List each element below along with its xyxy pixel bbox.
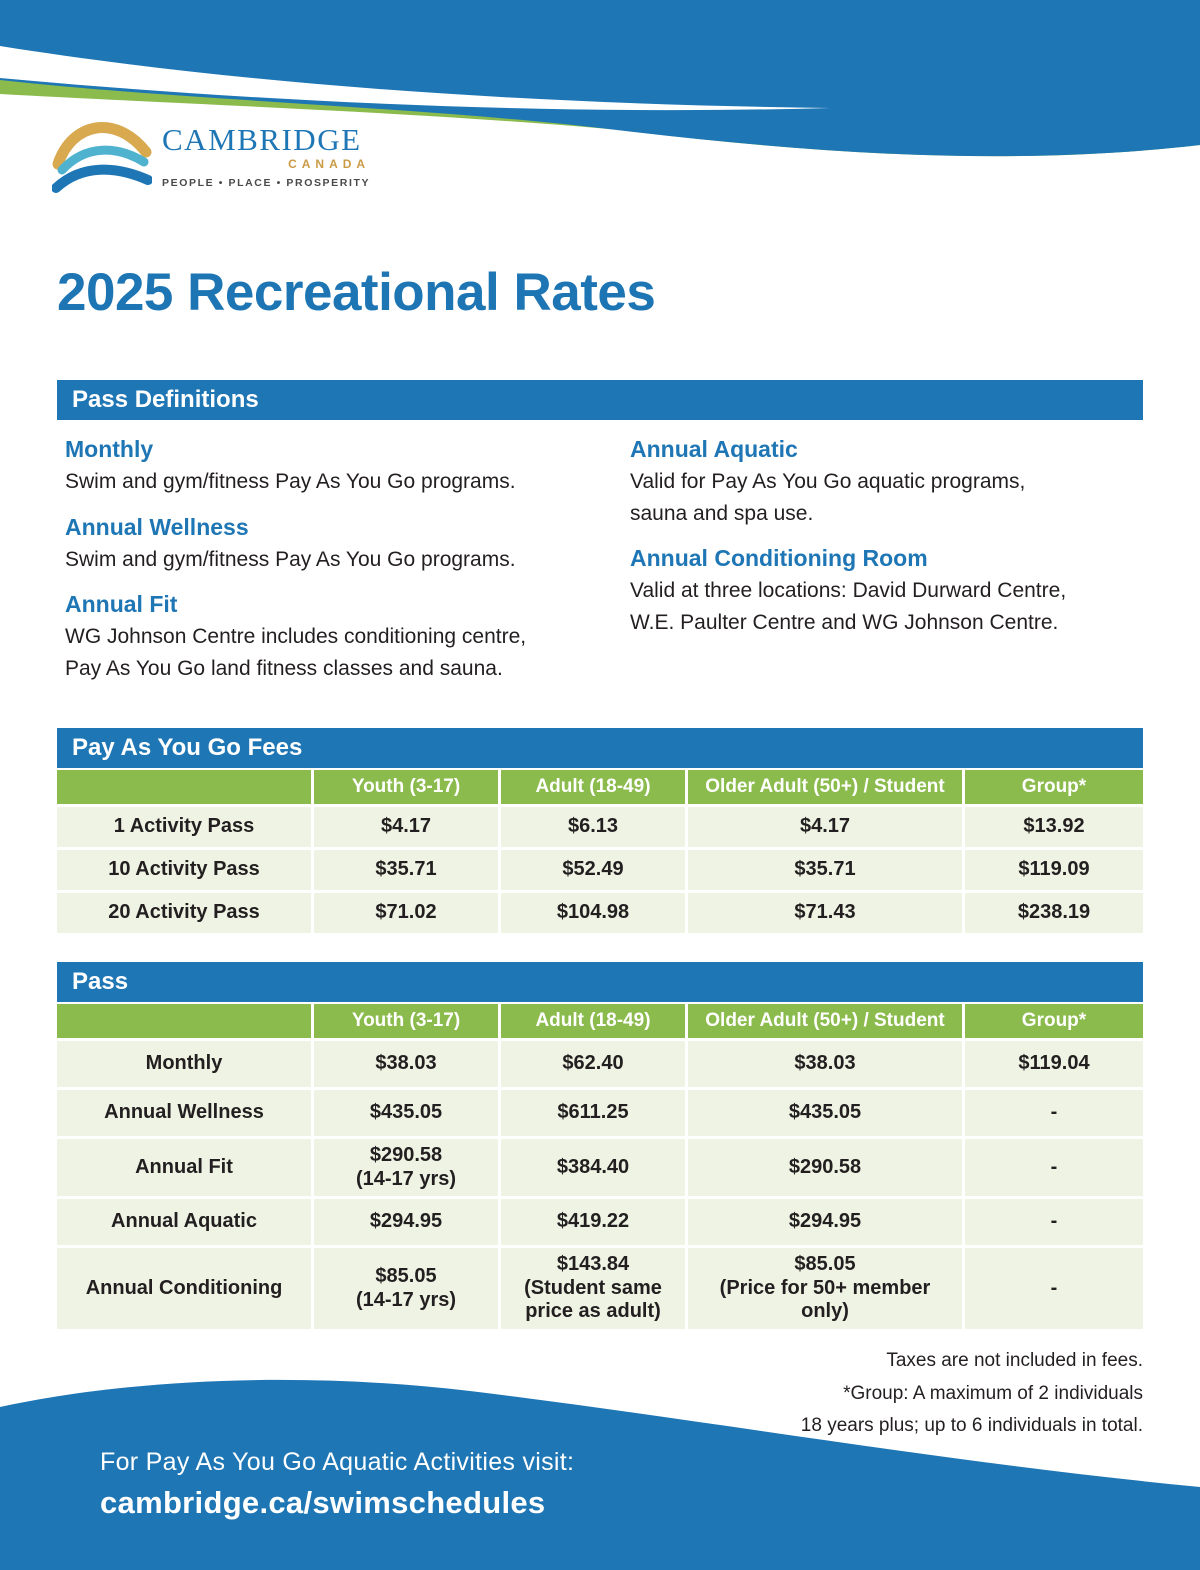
logo-text-block: CAMBRIDGE CANADA PEOPLE • PLACE • PROSPE… [162,108,370,189]
fee-cell: $35.71 [314,850,498,890]
column-header-youth: Youth (3-17) [314,770,498,804]
row-label: Annual Fit [57,1139,311,1197]
pass-title-bar: Pass [57,962,1143,1002]
fee-cell: $62.40 [501,1041,685,1087]
definition-text: WG Johnson Centre includes conditioning … [65,625,527,680]
notes-text: Taxes are not included in fees. *Group: … [800,1350,1143,1437]
top-wave-decoration [0,0,1200,157]
fee-cell: $119.09 [965,850,1143,890]
fee-cell: - [965,1139,1143,1197]
pass-definitions-header-bar: Pass Definitions [57,380,1143,420]
fee-cell: $85.05 (Price for 50+ member only) [688,1248,962,1329]
column-header-adult: Adult (18-49) [501,1004,685,1038]
page-title: 2025 Recreational Rates [57,263,656,322]
fee-cell: $4.17 [314,807,498,847]
definitions-left-column: Monthly Swim and gym/fitness Pay As You … [57,430,622,684]
row-label: 10 Activity Pass [57,850,311,890]
payg-fees-table: Youth (3-17) Adult (18-49) Older Adult (… [57,770,1143,933]
fee-cell: $290.58 (14-17 yrs) [314,1139,498,1197]
logo-tagline: PEOPLE • PLACE • PROSPERITY [162,177,371,189]
fee-cell: $38.03 [314,1041,498,1087]
logo-wordmark: CAMBRIDGE [162,122,362,157]
fee-cell: $384.40 [501,1139,685,1197]
column-header-group: Group* [965,770,1143,804]
fee-cell: - [965,1199,1143,1246]
footer-link[interactable]: cambridge.ca/swimschedules [100,1485,546,1520]
fee-cell: $419.22 [501,1199,685,1246]
column-header-adult: Adult (18-49) [501,770,685,804]
row-label: Annual Conditioning [57,1248,311,1329]
row-label: 1 Activity Pass [57,807,311,847]
fee-cell: $435.05 [688,1090,962,1136]
payg-fees-title-bar: Pay As You Go Fees [57,728,1143,768]
fee-cell: $52.49 [501,850,685,890]
logo-country: CANADA [288,157,371,171]
pass-rates-table: Youth (3-17) Adult (18-49) Older Adult (… [57,1004,1143,1329]
cambridge-logo: CAMBRIDGE CANADA PEOPLE • PLACE • PROSPE… [52,108,370,200]
footer-visit-text: For Pay As You Go Aquatic Activities vis… [100,1448,575,1476]
fee-cell: $104.98 [501,893,685,933]
column-header-empty [57,1004,311,1038]
footer-text-block: For Pay As You Go Aquatic Activities vis… [100,1448,574,1521]
fee-cell: $294.95 [314,1199,498,1246]
definition-text: Swim and gym/fitness Pay As You Go progr… [65,470,516,493]
row-label: 20 Activity Pass [57,893,311,933]
fee-cell: $4.17 [688,807,962,847]
fee-cell: $6.13 [501,807,685,847]
column-header-older-adult: Older Adult (50+) / Student [688,770,962,804]
definition-text: Swim and gym/fitness Pay As You Go progr… [65,547,516,571]
row-label: Annual Aquatic [57,1199,311,1246]
definition-term: Monthly [65,436,154,462]
column-header-youth: Youth (3-17) [314,1004,498,1038]
fee-cell: $119.04 [965,1041,1143,1087]
column-header-older-adult: Older Adult (50+) / Student [688,1004,962,1038]
row-label: Monthly [57,1041,311,1087]
fee-cell: $35.71 [688,850,962,890]
fee-cell: $611.25 [501,1090,685,1136]
bottom-wave-decoration [0,1379,1200,1570]
fee-cell: $143.84 (Student same price as adult) [501,1248,685,1329]
fee-cell: $38.03 [688,1041,962,1087]
fee-cell: $85.05 (14-17 yrs) [314,1248,498,1329]
fee-cell: $71.02 [314,893,498,933]
pass-rates-section: Pass Youth (3-17) Adult (18-49) Older Ad… [57,962,1143,1329]
fee-cell: $13.92 [965,807,1143,847]
definition-term: Annual Conditioning Room [630,545,928,571]
definition-term: Annual Aquatic [630,436,798,462]
fee-cell: $238.19 [965,893,1143,933]
definition-term: Annual Wellness [65,513,249,540]
pass-definitions-section: Pass Definitions Monthly Swim and gym/fi… [57,380,1143,684]
fee-cell: $71.43 [688,893,962,933]
fee-cell: $294.95 [688,1199,962,1246]
fee-cell: - [965,1090,1143,1136]
definition-term: Annual Fit [65,591,178,617]
column-header-group: Group* [965,1004,1143,1038]
pass-definitions-columns: Monthly Swim and gym/fitness Pay As You … [57,430,1143,684]
column-header-empty [57,770,311,804]
definition-text: Valid at three locations: David Durward … [630,579,1067,634]
cambridge-logo-icon [52,122,152,193]
fee-cell: $290.58 [688,1139,962,1197]
definition-text: Valid for Pay As You Go aquatic programs… [630,470,1026,525]
row-label: Annual Wellness [57,1090,311,1136]
payg-fees-section: Pay As You Go Fees Youth (3-17) Adult (1… [57,728,1143,933]
fee-cell: - [965,1248,1143,1329]
fee-cell: $435.05 [314,1090,498,1136]
definitions-right-column: Annual Aquatic Valid for Pay As You Go a… [622,430,1143,684]
